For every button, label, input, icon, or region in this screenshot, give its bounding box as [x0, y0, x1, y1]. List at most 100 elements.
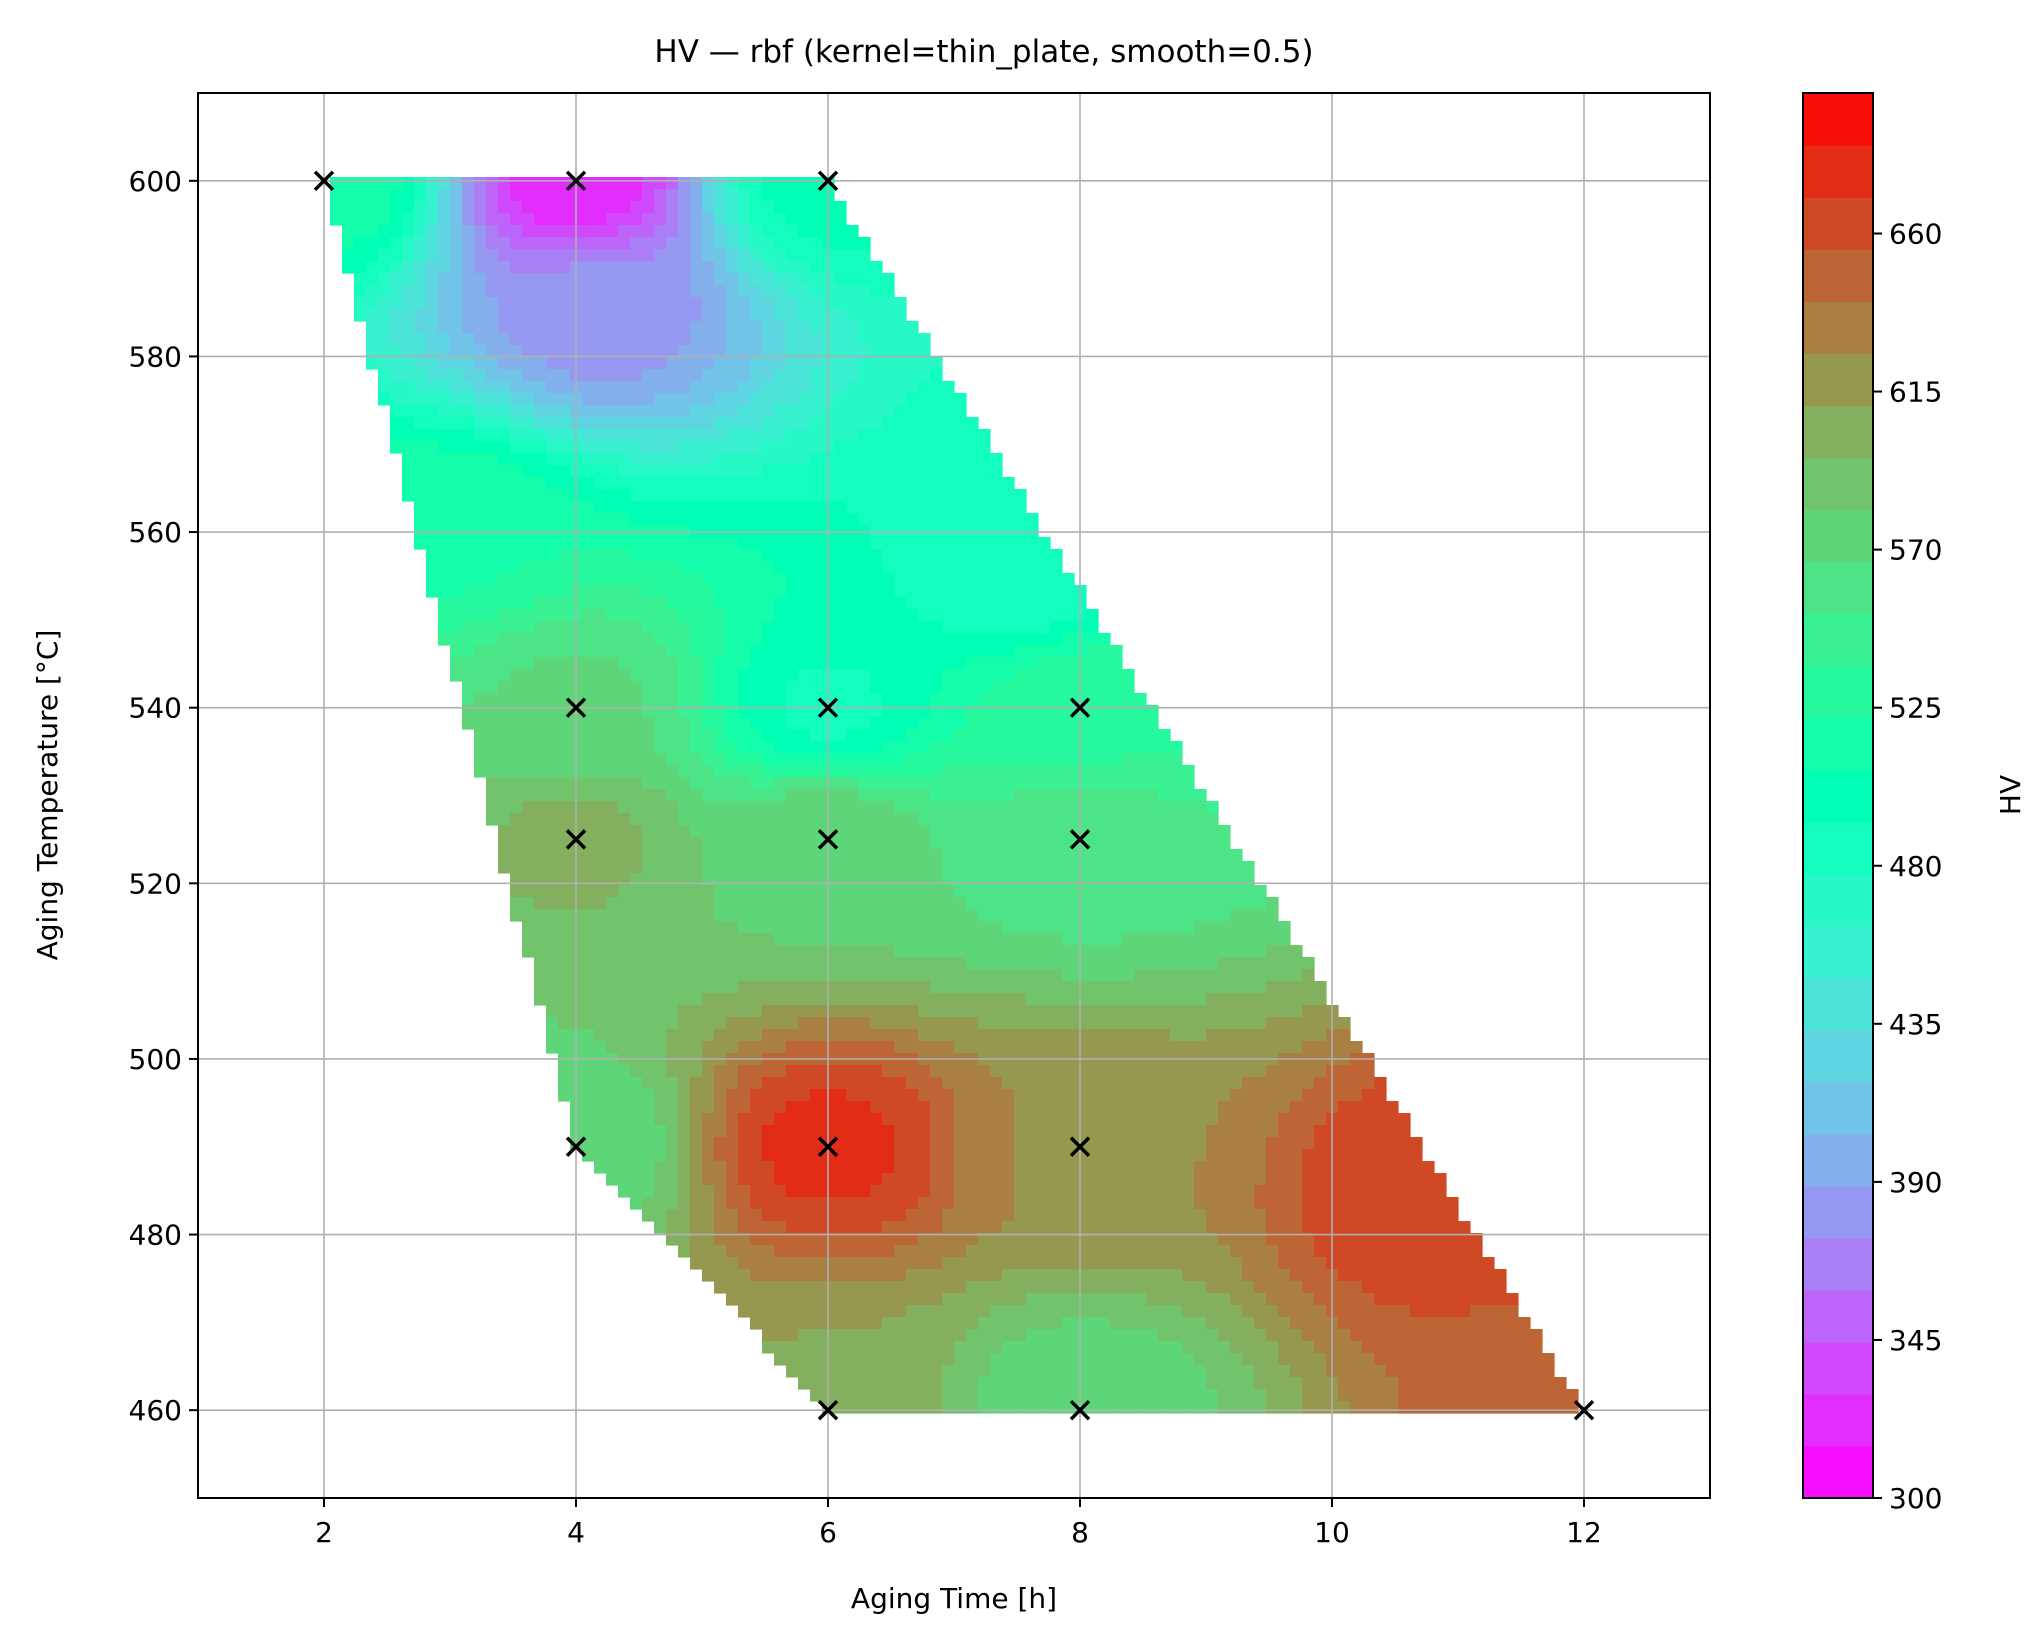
contour-cell: [918, 393, 931, 406]
contour-cell: [786, 825, 799, 838]
contour-cell: [786, 717, 799, 730]
contour-cell: [714, 1233, 727, 1246]
contour-cell: [762, 285, 775, 298]
contour-cell: [942, 681, 955, 694]
contour-cell: [798, 1113, 811, 1126]
contour-cell: [846, 597, 859, 610]
contour-cell: [558, 873, 571, 886]
contour-cell: [978, 1017, 991, 1030]
contour-cell: [714, 369, 727, 382]
contour-cell: [630, 849, 643, 862]
contour-cell: [738, 381, 751, 394]
contour-cell: [894, 993, 907, 1006]
contour-cell: [690, 933, 703, 946]
contour-cell: [546, 801, 559, 814]
contour-cell: [1134, 1209, 1147, 1222]
contour-cell: [666, 717, 679, 730]
contour-cell: [918, 453, 931, 466]
contour-cell: [918, 1065, 931, 1078]
contour-cell: [894, 1197, 907, 1210]
contour-cell: [846, 285, 859, 298]
contour-cell: [1002, 1245, 1015, 1258]
contour-cell: [582, 1029, 595, 1042]
contour-cell: [354, 225, 367, 238]
contour-cell: [390, 345, 403, 358]
contour-cell: [870, 681, 883, 694]
contour-cell: [618, 765, 631, 778]
contour-cell: [786, 1197, 799, 1210]
contour-cell: [810, 345, 823, 358]
contour-cell: [702, 1221, 715, 1234]
contour-cell: [1134, 1401, 1147, 1414]
contour-cell: [1014, 1317, 1027, 1330]
contour-cell: [858, 1125, 871, 1138]
contour-cell: [606, 417, 619, 430]
contour-cell: [714, 249, 727, 262]
contour-cell: [1026, 1209, 1039, 1222]
contour-cell: [726, 957, 739, 970]
contour-cell: [630, 597, 643, 610]
contour-cell: [846, 1293, 859, 1306]
contour-cell: [462, 249, 475, 262]
contour-cell: [882, 753, 895, 766]
contour-cell: [654, 537, 667, 550]
contour-cell: [666, 369, 679, 382]
contour-cell: [474, 681, 487, 694]
contour-cell: [1146, 717, 1159, 730]
contour-cell: [834, 333, 847, 346]
contour-cell: [558, 885, 571, 898]
contour-cell: [618, 621, 631, 634]
contour-cell: [750, 1245, 763, 1258]
contour-cell: [498, 177, 511, 190]
contour-cell: [390, 369, 403, 382]
contour-cell: [1038, 1041, 1051, 1054]
contour-cell: [630, 285, 643, 298]
contour-cell: [522, 681, 535, 694]
contour-cell: [990, 621, 1003, 634]
contour-cell: [1110, 921, 1123, 934]
contour-cell: [510, 369, 523, 382]
contour-cell: [630, 801, 643, 814]
contour-cell: [966, 1209, 979, 1222]
contour-cell: [1146, 1293, 1159, 1306]
contour-cell: [606, 489, 619, 502]
contour-cell: [1050, 1365, 1063, 1378]
contour-cell: [678, 573, 691, 586]
contour-cell: [918, 1257, 931, 1270]
contour-cell: [498, 753, 511, 766]
contour-cell: [498, 741, 511, 754]
contour-cell: [630, 393, 643, 406]
contour-cell: [726, 681, 739, 694]
contour-cell: [906, 1317, 919, 1330]
contour-cell: [690, 513, 703, 526]
contour-cell: [678, 585, 691, 598]
contour-cell: [510, 381, 523, 394]
contour-cell: [426, 405, 439, 418]
contour-cell: [1038, 969, 1051, 982]
contour-cell: [642, 681, 655, 694]
contour-cell: [966, 681, 979, 694]
contour-cell: [678, 201, 691, 214]
contour-cell: [882, 1293, 895, 1306]
contour-cell: [966, 1185, 979, 1198]
contour-cell: [582, 441, 595, 454]
contour-cell: [918, 1341, 931, 1354]
contour-cell: [906, 1353, 919, 1366]
contour-cell: [750, 849, 763, 862]
contour-cell: [630, 777, 643, 790]
contour-cell: [582, 897, 595, 910]
contour-cell: [546, 693, 559, 706]
contour-cell: [498, 621, 511, 634]
contour-cell: [738, 453, 751, 466]
contour-cell: [594, 417, 607, 430]
contour-cell: [918, 1125, 931, 1138]
contour-cell: [990, 477, 1003, 490]
contour-cell: [858, 789, 871, 802]
contour-cell: [930, 1401, 943, 1414]
contour-cell: [894, 981, 907, 994]
contour-cell: [846, 321, 859, 334]
contour-cell: [714, 753, 727, 766]
contour-cell: [786, 489, 799, 502]
contour-cell: [642, 861, 655, 874]
contour-cell: [966, 1305, 979, 1318]
